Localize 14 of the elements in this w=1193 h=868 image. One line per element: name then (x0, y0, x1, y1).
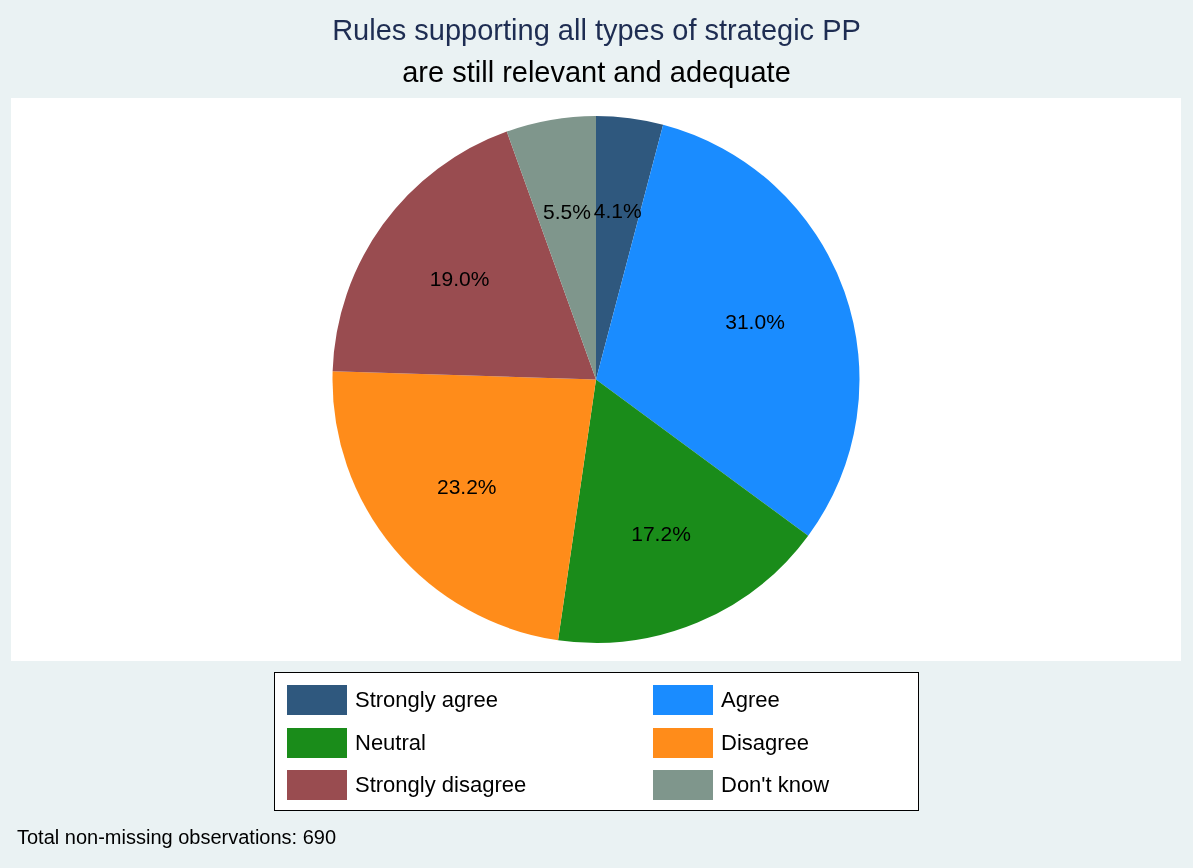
chart-subtitle: are still relevant and adequate (401, 56, 792, 89)
data-label: 19.0% (429, 267, 490, 291)
legend-label: Strongly agree (355, 686, 499, 714)
legend-label: Agree (721, 686, 780, 714)
legend-label: Strongly disagree (355, 771, 527, 799)
data-label: 23.2% (436, 474, 497, 498)
legend-label: Disagree (721, 728, 810, 757)
text: Total non-missing observations: 690 (17, 826, 337, 849)
data-label: 17.2% (631, 521, 691, 545)
legend-label: Don't know (721, 771, 830, 799)
legend-label: Neutral (355, 728, 426, 757)
chart-title: Rules supporting all types of strategic PP (331, 14, 862, 47)
data-label: 31.0% (725, 310, 785, 334)
data-label: 5.5% (543, 200, 591, 224)
